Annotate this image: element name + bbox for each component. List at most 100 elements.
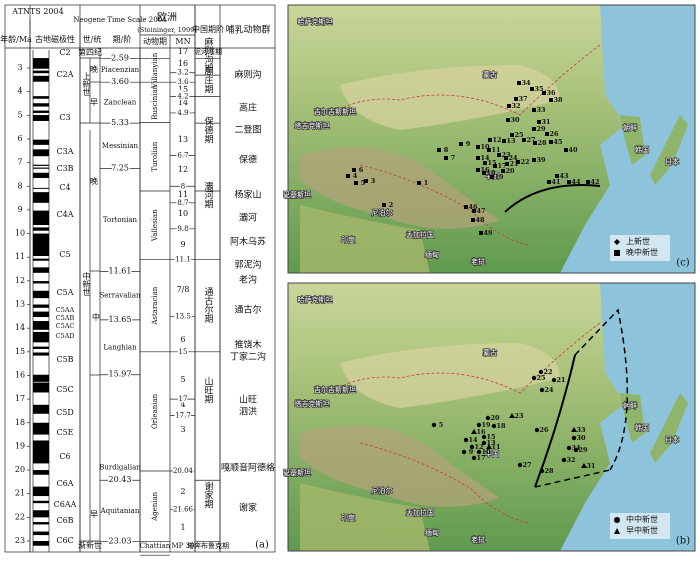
chron: C5A [57,288,74,297]
header: 中国期阶 [192,24,224,34]
fauna: 泗洪 [239,406,257,418]
map-panel [287,4,696,274]
polarity-normal [33,149,49,157]
site-number: 13 [486,439,496,447]
stage: Piacenzian [101,66,140,74]
site-number: 13 [506,137,516,145]
mn-age: 4.9 [177,109,188,117]
epoch: 早 [90,510,98,519]
chron: C4 [59,183,70,192]
site-number: 22 [520,158,529,166]
polarity-normal [33,541,49,546]
header: ATNTS 2004 [11,7,63,16]
legend-label: 早中新世 [626,525,658,535]
country-label: 日本 [665,157,679,166]
site-marker [471,455,477,461]
site-number: 34 [521,79,531,87]
legend-symbol [614,250,620,256]
site-marker [485,415,491,421]
site-number: 7 [451,154,456,162]
polarity-normal [33,75,49,82]
site-marker [532,108,536,112]
age-tick: 21 [15,489,25,498]
site-number: 18 [496,422,506,430]
site-marker [505,162,509,166]
country-label: 日本 [665,435,679,444]
polarity-normal [33,267,49,273]
fauna: 山旺 [239,395,257,406]
site-marker [586,180,590,184]
site-marker [491,423,497,429]
country-label: 老挝 [471,535,485,544]
site-number: 12 [474,443,483,451]
age-tick: 5 [17,110,22,119]
polarity-normal [33,103,49,107]
site-marker [567,180,571,184]
polarity-normal [33,164,49,166]
site-marker [551,377,557,383]
site-number: 29 [578,446,588,454]
site-marker [463,437,469,443]
polarity-normal [33,352,49,356]
site-marker [573,447,579,453]
mn-zone: 16 [178,59,188,68]
stage: Zanclean [104,99,137,107]
site-marker [490,175,494,179]
site-number: 32 [511,102,520,110]
tibet [300,425,500,507]
polarity-normal [33,187,49,189]
mn-age: 6.7 [177,152,188,160]
mn-zone: 10 [178,209,188,218]
polarity-normal [33,440,49,464]
site-number: 21 [509,160,518,168]
site-number: 33 [576,426,586,434]
site-marker [581,463,587,468]
legend-box [610,513,670,539]
site-number: 30 [576,434,586,442]
chron: C6B [56,516,73,525]
mn-zone: 6 [180,335,185,344]
epoch: 早 [90,98,98,107]
polarity-normal [33,321,49,330]
site-number: 11 [491,443,500,451]
site-marker [479,231,483,235]
fauna: 阿木乌苏 [230,236,266,248]
china-stage: 保德期 [203,115,214,144]
mn-age: 13.5 [175,312,191,320]
age-tick: 19 [15,441,25,450]
site-number: 40 [568,146,578,154]
polarity-normal [33,58,49,69]
mn-age: 20.04 [173,467,194,475]
japan [650,393,688,463]
polarity-normal [33,422,49,435]
site-marker [539,387,545,393]
site-marker [502,139,506,143]
country-label: 哈萨克斯坦 [298,295,333,304]
site-marker [476,422,482,428]
site-number: 46 [468,203,478,211]
country-label: 蒙古 [483,70,497,79]
site-marker [533,141,537,145]
site-marker [517,81,521,85]
site-number: 11 [491,146,500,154]
chron: C5 [59,250,70,259]
fauna: 通古尔 [234,304,261,316]
chron: C5E [56,428,73,437]
age-tick: 3 [17,63,22,72]
mn-age: 3.6 [177,78,189,86]
japan [650,115,688,185]
site-marker [555,174,559,178]
chron: C5AA [56,306,75,314]
epoch: 中新世 [82,271,91,296]
polarity-normal [33,192,49,203]
site-number: 32 [566,456,575,464]
header: (Steininger, 1999) [137,26,197,34]
mn-age: 8.7 [177,199,188,207]
boundary-dash [534,308,628,488]
site-number: 36 [546,89,556,97]
site-marker [461,449,467,455]
polarity-normal [33,522,49,525]
polarity-normal [33,139,49,145]
site-number: 38 [553,96,563,104]
header: 世/统 [83,34,102,44]
